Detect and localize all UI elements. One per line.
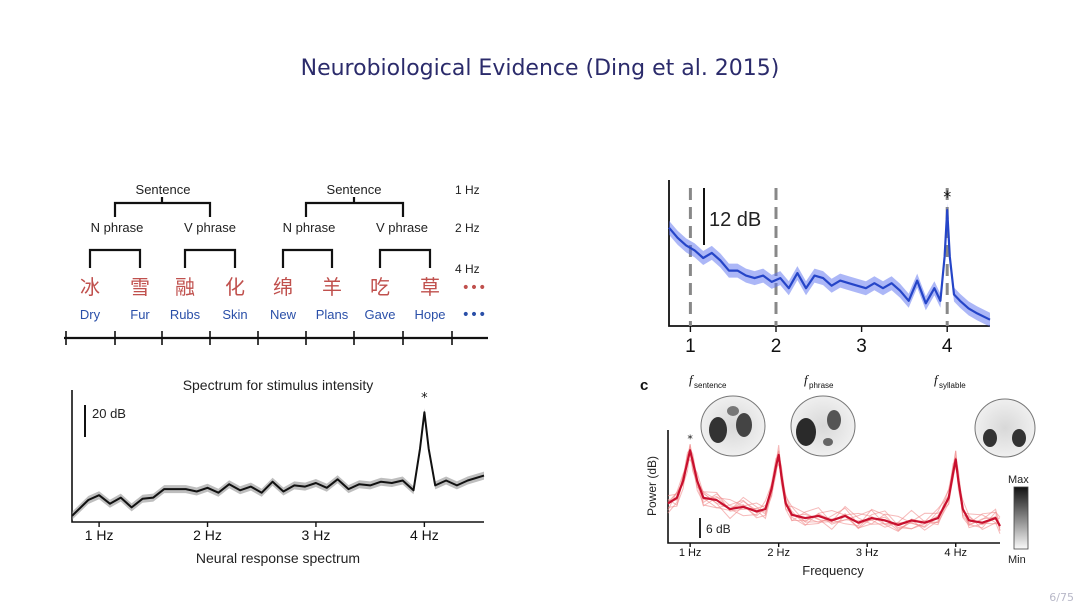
chart3-peak-marker: * (687, 432, 693, 445)
chart2-series-line (668, 209, 991, 321)
chart3-series-line (667, 449, 1001, 527)
page-number: 6/75 (1049, 591, 1074, 604)
chart2-tick-label-1: 1 (685, 336, 696, 357)
chart3-scale-label: 6 dB (706, 522, 731, 536)
chinese-word-1: 雪 (130, 275, 150, 299)
svg-text:f: f (804, 372, 810, 387)
topo-label-sentence: f sentence (689, 372, 727, 390)
neural-spectrum-chart: 12 dB * 1 2 3 4 (668, 180, 991, 357)
sentence-bracket-1 (113, 197, 212, 217)
n-phrase-label-2: N phrase (283, 220, 336, 235)
chart1-peak-marker: * (421, 391, 428, 406)
chart3-tick-label-2: 2 Hz (767, 547, 790, 559)
topography-syllable (974, 398, 1036, 458)
chart1-tick-label-4: 4 Hz (410, 527, 439, 543)
chart1-series-line (71, 411, 485, 517)
phrase-bracket-1 (88, 248, 142, 268)
chart2-tick-label-2: 2 (771, 336, 782, 357)
english-word-3: Skin (222, 307, 247, 322)
english-word-1: Fur (130, 307, 150, 322)
rate-1hz: 1 Hz (455, 183, 480, 197)
chart1-tick-label-3: 3 Hz (302, 527, 331, 543)
colorbar (1013, 486, 1029, 550)
chart2-scale-label: 12 dB (709, 209, 761, 231)
chart3-xlabel: Frequency (802, 563, 864, 578)
chinese-word-3: 化 (225, 275, 245, 299)
svg-text:f: f (934, 372, 940, 387)
chart1-title: Spectrum for stimulus intensity (183, 377, 374, 393)
phrase-bracket-4 (378, 248, 432, 268)
chinese-word-7: 草 (420, 275, 440, 299)
phrase-bracket-3 (281, 248, 334, 268)
english-word-0: Dry (80, 307, 101, 322)
english-ellipsis: ••• (462, 307, 487, 323)
svg-text:f: f (689, 372, 695, 387)
english-word-2: Rubs (170, 307, 201, 322)
chinese-word-2: 融 (175, 275, 195, 299)
english-words: Dry Fur Rubs Skin New Plans Gave Hope (80, 307, 446, 322)
panel-c-label: c (640, 377, 648, 394)
chinese-word-0: 冰 (80, 275, 100, 299)
english-word-4: New (270, 307, 297, 322)
chinese-word-4: 绵 (273, 275, 293, 299)
chart3-axes (667, 430, 1000, 544)
phrase-bracket-2 (183, 248, 237, 268)
chinese-ellipsis: ••• (462, 280, 487, 296)
english-word-6: Gave (364, 307, 395, 322)
chart2-peak-marker: * (943, 187, 951, 206)
chart3-tick-label-3: 3 Hz (856, 547, 879, 559)
chinese-word-5: 羊 (322, 275, 342, 299)
svg-text:syllable: syllable (939, 381, 966, 390)
chart1-scale-label: 20 dB (92, 406, 126, 421)
chart3-tick-label-1: 1 Hz (679, 547, 702, 559)
svg-text:sentence: sentence (694, 381, 727, 390)
svg-text:phrase: phrase (809, 381, 834, 390)
sentence-bracket-2 (304, 197, 405, 217)
chart1-xlabel: Neural response spectrum (196, 550, 360, 566)
v-phrase-label-2: V phrase (376, 220, 428, 235)
syntax-tree (64, 197, 488, 345)
chart3-ylabel: Power (dB) (645, 456, 659, 516)
stimulus-spectrum-chart: 20 dB Spectrum for stimulus intensity Ne… (71, 377, 485, 566)
v-phrase-label-1: V phrase (184, 220, 236, 235)
topography-phrase (790, 395, 856, 457)
chart1-axes (71, 390, 484, 523)
chinese-words: 冰雪融化绵羊吃草 (80, 275, 440, 299)
rate-2hz: 2 Hz (455, 221, 480, 235)
topo-label-syllable: f syllable (934, 372, 966, 390)
chart3-tick-label-4: 4 Hz (944, 547, 967, 559)
chinese-word-6: 吃 (370, 275, 390, 299)
english-word-5: Plans (316, 307, 349, 322)
sentence-label-1: Sentence (136, 182, 191, 197)
topography-sentence (700, 395, 766, 457)
time-axis-ticks (65, 331, 453, 345)
n-phrase-label-1: N phrase (91, 220, 144, 235)
chart1-error-band (72, 408, 484, 520)
chart2-tick-label-3: 3 (856, 336, 867, 357)
chart2-tick-label-4: 4 (942, 336, 953, 357)
sentence-label-2: Sentence (327, 182, 382, 197)
slide-title: Neurobiological Evidence (Ding et al. 20… (300, 56, 780, 81)
colorbar-min: Min (1008, 554, 1026, 566)
chart1-tick-label-2: 2 Hz (193, 527, 222, 543)
chart1-tick-label-1: 1 Hz (85, 527, 114, 543)
topo-label-phrase: f phrase (804, 372, 834, 390)
power-spectrum-chart: c 6 dB Power (dB) Frequency * 1 Hz 2 Hz 3 H… (640, 372, 1036, 578)
rate-4hz: 4 Hz (455, 262, 480, 276)
english-word-7: Hope (414, 307, 445, 322)
colorbar-max: Max (1008, 474, 1029, 486)
